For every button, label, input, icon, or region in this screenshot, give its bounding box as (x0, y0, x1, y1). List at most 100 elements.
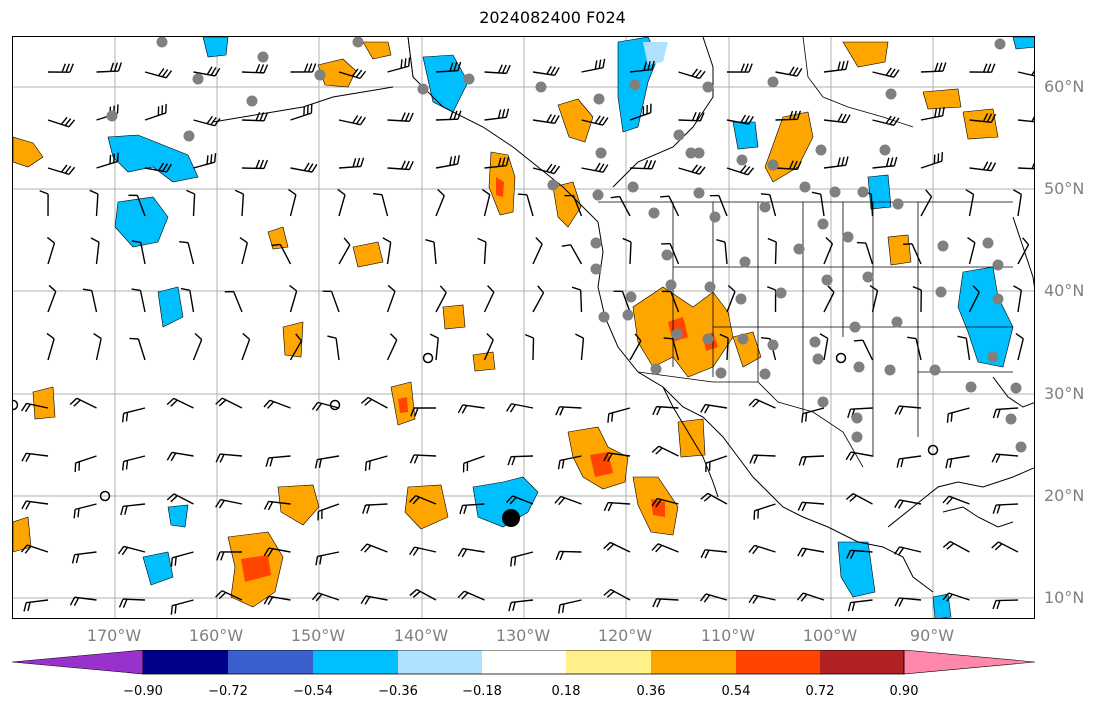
station-dot (982, 237, 994, 249)
wind-barb (386, 284, 396, 313)
wind-barb (510, 551, 534, 567)
wind-barb (629, 333, 642, 361)
map-canvas (13, 37, 1034, 618)
wind-barb (265, 455, 291, 467)
wind-barb (337, 188, 346, 217)
wind-barb (1017, 162, 1034, 170)
lat-label-40n: 40°N (1044, 281, 1085, 300)
station-dot (885, 88, 897, 100)
wind-barb (726, 164, 755, 176)
wind-barb (429, 333, 439, 361)
station-dot (715, 367, 727, 379)
wind-barb (797, 501, 825, 512)
station-dot (737, 333, 749, 345)
wind-barb (760, 193, 777, 217)
wind-barb (408, 546, 437, 556)
wind-barb (69, 397, 97, 409)
station-dot (661, 249, 673, 261)
wind-barb (382, 237, 392, 265)
wind-barb (315, 551, 340, 566)
station-dot (593, 93, 605, 105)
station-dot (992, 293, 1004, 305)
wind-barb (317, 503, 340, 521)
wind-barb (748, 398, 776, 409)
station-dot (857, 186, 869, 198)
wind-barb (387, 112, 414, 122)
station-dot (622, 309, 634, 321)
wind-barb (457, 590, 485, 601)
wind-barb (603, 541, 631, 553)
wind-barb (992, 407, 1019, 419)
station-dot (799, 181, 811, 193)
colorbar-segment (736, 650, 820, 674)
wind-barb (726, 114, 754, 125)
station-dot (590, 237, 602, 249)
wind-barb (360, 543, 388, 553)
wind-barb (90, 237, 100, 265)
wind-barb (607, 407, 631, 423)
wind-barb (435, 285, 447, 313)
wind-barb (21, 402, 49, 413)
wind-barb (558, 599, 582, 614)
wind-barb (117, 545, 146, 556)
wind-barb (823, 113, 851, 124)
colorbar-segment (651, 650, 736, 674)
wind-barb (629, 103, 652, 121)
wind-barb (629, 159, 657, 170)
station-dot (987, 351, 999, 363)
wind-barb (678, 164, 706, 175)
wind-barb (241, 159, 269, 170)
station-dot (625, 291, 637, 303)
wind-barb (823, 156, 849, 169)
lon-label-110w: 110°W (700, 626, 756, 645)
wind-barb (661, 290, 680, 313)
wind-barb (215, 498, 243, 509)
colorbar-tick-label: 0.36 (636, 684, 666, 699)
station-dot (106, 110, 118, 122)
station-dot (937, 240, 949, 252)
wind-barb (263, 547, 291, 557)
wind-barb (700, 492, 728, 505)
station-dot (812, 353, 824, 365)
colorbar-tick-label: −0.90 (123, 684, 163, 699)
wind-barb (957, 335, 971, 361)
wind-barb (991, 541, 1019, 553)
wind-barb (47, 284, 57, 313)
wind-barb (241, 64, 269, 74)
wind-barb (435, 61, 462, 73)
station-dot (739, 256, 751, 268)
station-dot (246, 95, 258, 107)
station-dot (693, 147, 705, 159)
wind-barb (239, 236, 249, 265)
negative-contours (107, 37, 1034, 618)
wind-barb (811, 191, 825, 217)
wind-barb (170, 551, 194, 567)
station-dot (759, 201, 771, 213)
wind-barb (920, 189, 933, 217)
wind-barb (700, 549, 728, 559)
wind-barb (797, 547, 825, 557)
wind-barb (193, 153, 217, 169)
wind-barb (166, 493, 194, 505)
colorbar (11, 650, 1036, 675)
station-dot (590, 263, 602, 275)
wind-barb (942, 540, 970, 553)
wind-barb (555, 406, 582, 416)
colorbar-segment (482, 650, 566, 674)
wind-barb (47, 63, 74, 73)
wind-barb (716, 239, 728, 265)
wind-barb (459, 503, 485, 515)
wind-barb (1017, 70, 1034, 77)
lon-label-120w: 120°W (597, 626, 653, 645)
lat-label-60n: 60°N (1044, 77, 1085, 96)
wind-barb (524, 333, 535, 361)
wind-barb (96, 152, 119, 169)
wind-barb (120, 503, 146, 516)
wind-barb (435, 110, 462, 121)
wind-barb (386, 333, 398, 361)
wind-barb (131, 288, 146, 313)
wind-barb (749, 454, 776, 464)
wind-barb (893, 546, 922, 556)
wind-barb (610, 195, 631, 217)
wind-barb (93, 333, 102, 361)
